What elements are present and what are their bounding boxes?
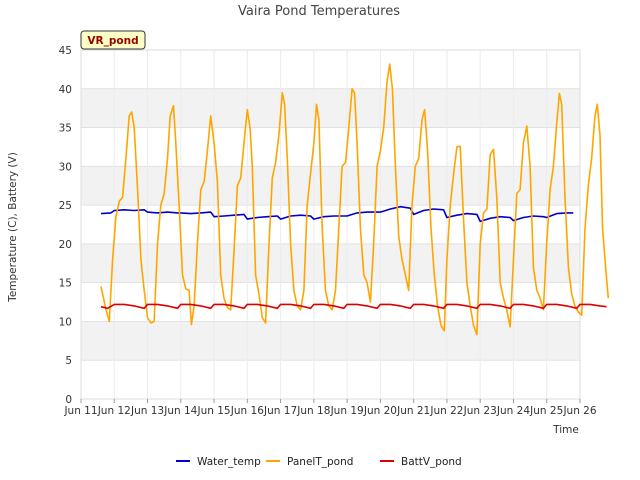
x-tick-label: Jun 19 — [330, 405, 364, 417]
grid-band — [81, 360, 580, 399]
x-tick-label: Jun 21 — [396, 405, 430, 417]
grid-band — [81, 321, 580, 361]
x-tick-label: Jun 16 — [230, 405, 264, 417]
plot-frame — [80, 49, 581, 400]
series-lines — [100, 63, 610, 336]
y-tick-label: 0 — [65, 394, 72, 406]
station-badge: VR_pond — [80, 30, 146, 50]
y-tick-label: 15 — [59, 278, 72, 290]
x-tick-label: Jun 15 — [197, 405, 231, 417]
legend-label: BattV_pond — [401, 456, 462, 468]
x-tick-label: Jun 20 — [363, 405, 397, 417]
grid-bands — [80, 49, 581, 400]
x-tick-label: Jun 14 — [163, 405, 197, 417]
x-tick-label: Jun 23 — [463, 405, 497, 417]
y-axis-label: Temperature (C), Battery (V) — [7, 152, 19, 303]
series-line-panelt-pond — [100, 63, 610, 336]
x-tick-label: Jun 25 — [529, 405, 563, 417]
x-axis: Jun 11 Jun 12 Jun 13 Jun 14 Jun 15 Jun 16 Jun … — [63, 399, 597, 417]
y-tick-label: 45 — [59, 45, 72, 57]
y-tick-label: 30 — [59, 161, 72, 173]
y-tick-label: 35 — [59, 123, 72, 135]
x-tick-label: Jun 12 — [97, 405, 131, 417]
legend-label: PanelT_pond — [287, 456, 353, 468]
y-tick-label: 25 — [59, 200, 72, 212]
x-tick-label: Jun 26 — [562, 405, 596, 417]
legend: Water_temp PanelT_pond BattV_pond — [176, 456, 462, 468]
grid-band — [81, 205, 580, 244]
grid-band — [81, 127, 580, 167]
grid-band — [81, 166, 580, 206]
station-badge-label: VR_pond — [87, 35, 138, 47]
grid-band — [81, 282, 580, 322]
y-axis: 0 5 10 15 20 25 30 35 40 45 — [59, 45, 72, 406]
x-axis-label: Time — [552, 424, 579, 436]
grid-band — [81, 88, 580, 128]
x-tick-label: Jun 13 — [130, 405, 164, 417]
y-tick-label: 20 — [59, 239, 72, 251]
y-tick-label: 40 — [59, 84, 72, 96]
x-tick-label: Jun 24 — [496, 405, 530, 417]
x-tick-label: Jun 18 — [296, 405, 330, 417]
y-tick-label: 5 — [65, 355, 72, 367]
grid-band — [81, 50, 580, 89]
x-tick-label: Jun 22 — [429, 405, 463, 417]
grid-band — [81, 243, 580, 283]
y-tick-label: 10 — [59, 316, 72, 328]
legend-label: Water_temp — [197, 456, 261, 468]
station-badge-box — [80, 30, 146, 50]
series-line-battv-pond — [100, 303, 607, 310]
x-tick-label: Jun 11 — [63, 405, 97, 417]
chart-title: Vaira Pond Temperatures — [238, 4, 400, 19]
x-tick-label: Jun 17 — [263, 405, 297, 417]
